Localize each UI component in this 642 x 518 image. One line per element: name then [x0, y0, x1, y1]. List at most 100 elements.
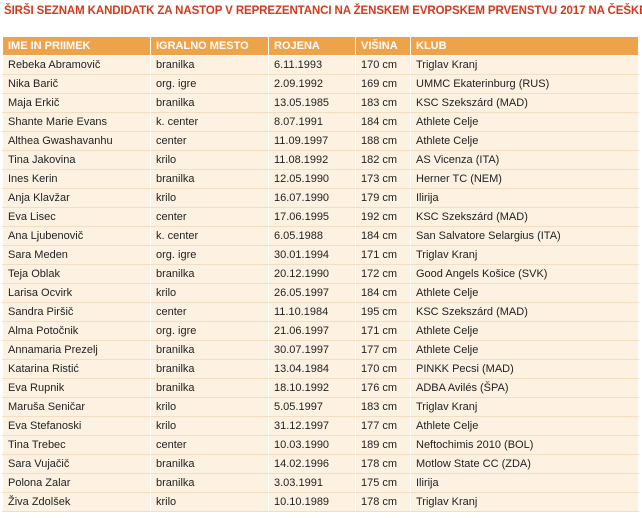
birth-date-cell: 2.09.1992: [268, 74, 356, 94]
name-cell: Maruša Seničar: [2, 397, 151, 417]
club-cell: Athlete Celje: [410, 340, 639, 360]
height-cell: 184 cm: [355, 112, 411, 132]
birth-date-cell: 30.01.1994: [268, 245, 356, 265]
height-cell: 176 cm: [355, 378, 411, 398]
height-cell: 169 cm: [355, 74, 411, 94]
position-cell: branilka: [150, 169, 269, 189]
name-cell: Polona Zalar: [2, 473, 151, 493]
name-cell: Eva Rupnik: [2, 378, 151, 398]
birth-date-cell: 26.05.1997: [268, 283, 356, 303]
birth-date-cell: 13.05.1985: [268, 93, 356, 113]
table-row: Eva Stefanoski krilo 31.12.1997 177 cm Athle…: [2, 416, 639, 436]
page-title: ŠIRŠI SEZNAM KANDIDATK ZA NASTOP V REPRE…: [4, 5, 642, 17]
club-cell: Ilirija: [410, 188, 639, 208]
club-cell: Herner TC (NEM): [410, 169, 639, 189]
club-cell: San Salvatore Selargius (ITA): [410, 226, 639, 246]
table-row: Eva Lisec center 17.06.1995 192 cm KSC Szeks…: [2, 207, 639, 227]
position-cell: branilka: [150, 264, 269, 284]
club-cell: KSC Szekszárd (MAD): [410, 302, 639, 322]
name-cell: Tina Jakovina: [2, 150, 151, 170]
height-cell: 172 cm: [355, 264, 411, 284]
name-cell: Annamaria Prezelj: [2, 340, 151, 360]
table-row: Sara Meden org. igre 30.01.1994 171 cm Trigl…: [2, 245, 639, 265]
position-cell: k. center: [150, 226, 269, 246]
height-cell: 173 cm: [355, 169, 411, 189]
column-header: ROJENA: [268, 36, 356, 56]
birth-date-cell: 21.06.1997: [268, 321, 356, 341]
club-cell: Triglav Kranj: [410, 397, 639, 417]
position-cell: center: [150, 131, 269, 151]
header-row: IME IN PRIIMEK IGRALNO MESTO ROJENA VIŠINA K…: [2, 36, 639, 56]
birth-date-cell: 10.03.1990: [268, 435, 356, 455]
column-header: IGRALNO MESTO: [150, 36, 269, 56]
table-row: Anja Klavžar krilo 16.07.1990 179 cm Ilirija: [2, 188, 639, 208]
position-cell: krilo: [150, 283, 269, 303]
club-cell: Motlow State CC (ZDA): [410, 454, 639, 474]
height-cell: 183 cm: [355, 397, 411, 417]
position-cell: branilka: [150, 473, 269, 493]
birth-date-cell: 8.07.1991: [268, 112, 356, 132]
name-cell: Tina Trebec: [2, 435, 151, 455]
height-cell: 175 cm: [355, 473, 411, 493]
position-cell: krilo: [150, 416, 269, 436]
height-cell: 171 cm: [355, 321, 411, 341]
club-cell: Athlete Celje: [410, 416, 639, 436]
position-cell: branilka: [150, 359, 269, 379]
club-cell: Good Angels Košice (SVK): [410, 264, 639, 284]
position-cell: center: [150, 302, 269, 322]
position-cell: branilka: [150, 93, 269, 113]
position-cell: branilka: [150, 454, 269, 474]
table-row: Maruša Seničar krilo 5.05.1997 183 cm Trigla…: [2, 397, 639, 417]
birth-date-cell: 31.12.1997: [268, 416, 356, 436]
height-cell: 189 cm: [355, 435, 411, 455]
birth-date-cell: 17.06.1995: [268, 207, 356, 227]
name-cell: Nika Barič: [2, 74, 151, 94]
name-cell: Larisa Ocvirk: [2, 283, 151, 303]
birth-date-cell: 14.02.1996: [268, 454, 356, 474]
birth-date-cell: 10.10.1989: [268, 492, 356, 512]
name-cell: Sara Vujačič: [2, 454, 151, 474]
table-body: Rebeka Abramovič branilka 6.11.1993 170 cm T…: [2, 55, 639, 512]
name-cell: Eva Stefanoski: [2, 416, 151, 436]
candidates-table: IME IN PRIIMEK IGRALNO MESTO ROJENA VIŠINA K…: [2, 36, 639, 512]
table-row: Althea Gwashavanhu center 11.09.1997 188 cm…: [2, 131, 639, 151]
name-cell: Sandra Piršič: [2, 302, 151, 322]
column-header: KLUB: [410, 36, 639, 56]
birth-date-cell: 12.05.1990: [268, 169, 356, 189]
height-cell: 170 cm: [355, 359, 411, 379]
name-cell: Sara Meden: [2, 245, 151, 265]
height-cell: 177 cm: [355, 416, 411, 436]
club-cell: Athlete Celje: [410, 131, 639, 151]
table-row: Živa Zdolšek krilo 10.10.1989 178 cm Triglav…: [2, 492, 639, 512]
club-cell: Triglav Kranj: [410, 492, 639, 512]
column-header: VIŠINA: [355, 36, 411, 56]
position-cell: k. center: [150, 112, 269, 132]
height-cell: 184 cm: [355, 226, 411, 246]
position-cell: center: [150, 435, 269, 455]
birth-date-cell: 3.03.1991: [268, 473, 356, 493]
club-cell: ADBA Avilés (ŠPA): [410, 378, 639, 398]
position-cell: branilka: [150, 340, 269, 360]
position-cell: branilka: [150, 55, 269, 75]
club-cell: Athlete Celje: [410, 321, 639, 341]
position-cell: krilo: [150, 188, 269, 208]
table-row: Polona Zalar branilka 3.03.1991 175 cm Iliri…: [2, 473, 639, 493]
position-cell: org. igre: [150, 74, 269, 94]
club-cell: Neftochimis 2010 (BOL): [410, 435, 639, 455]
club-cell: Triglav Kranj: [410, 245, 639, 265]
table-row: Nika Barič org. igre 2.09.1992 169 cm UMMC E…: [2, 74, 639, 94]
height-cell: 184 cm: [355, 283, 411, 303]
name-cell: Živa Zdolšek: [2, 492, 151, 512]
position-cell: center: [150, 207, 269, 227]
club-cell: KSC Szekszárd (MAD): [410, 93, 639, 113]
name-cell: Anja Klavžar: [2, 188, 151, 208]
height-cell: 177 cm: [355, 340, 411, 360]
height-cell: 178 cm: [355, 492, 411, 512]
table-row: Sara Vujačič branilka 14.02.1996 178 cm Motl…: [2, 454, 639, 474]
name-cell: Alma Potočnik: [2, 321, 151, 341]
name-cell: Rebeka Abramovič: [2, 55, 151, 75]
name-cell: Shante Marie Evans: [2, 112, 151, 132]
table-row: Eva Rupnik branilka 18.10.1992 176 cm ADBA A…: [2, 378, 639, 398]
birth-date-cell: 16.07.1990: [268, 188, 356, 208]
table-row: Rebeka Abramovič branilka 6.11.1993 170 cm T…: [2, 55, 639, 75]
